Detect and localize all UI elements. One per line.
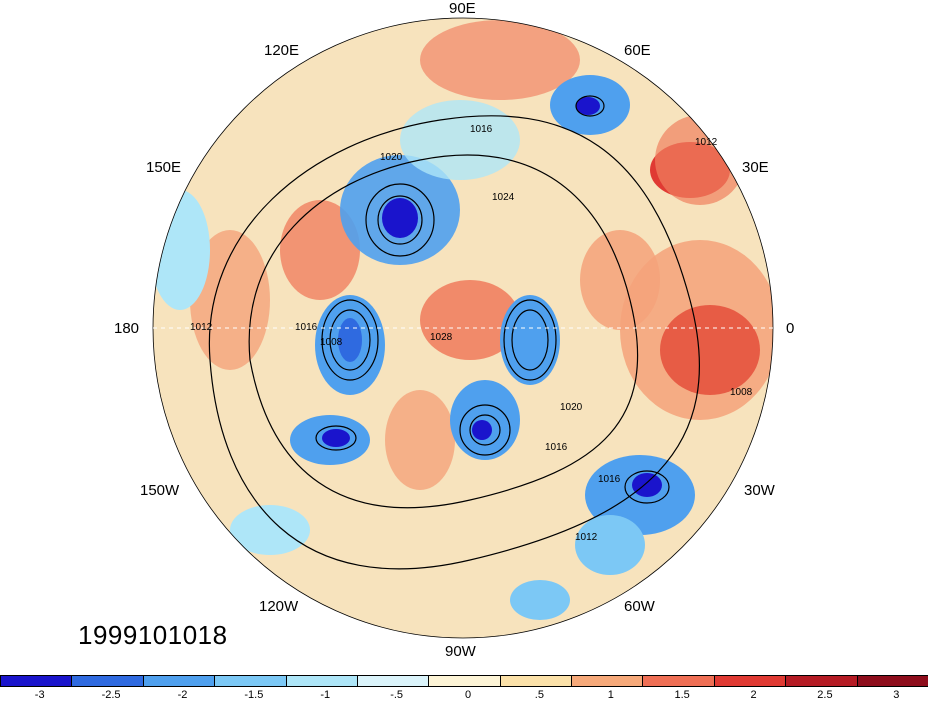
colorbar-swatch bbox=[71, 675, 144, 687]
isobar-label: 1016 bbox=[470, 124, 493, 135]
colorbar-tick-label: -1 bbox=[320, 689, 331, 701]
colorbar-swatch bbox=[142, 675, 216, 687]
colorbar-swatch bbox=[642, 675, 715, 687]
lon-label-90e: 90E bbox=[449, 0, 476, 17]
lon-label-150e: 150E bbox=[146, 159, 182, 176]
colorbar: -3 -2.5 -2 -1.5 -1 -.5 0 .5 1 1.5 2 2.5 3 bbox=[0, 675, 928, 702]
anomaly-field bbox=[153, 20, 773, 620]
lon-label-0: 0 bbox=[786, 320, 795, 337]
isobar-label: 1008 bbox=[730, 387, 753, 398]
isobar-contours bbox=[208, 95, 700, 570]
colorbar-tick-label: -2.5 bbox=[101, 689, 121, 701]
isobar-label: 1008 bbox=[320, 337, 343, 348]
colorbar-tick-label: 2 bbox=[750, 689, 757, 701]
colorbar-tick-label: 0 bbox=[464, 689, 472, 701]
colorbar-swatch bbox=[713, 675, 787, 687]
lon-label-120e: 120E bbox=[264, 42, 300, 59]
colorbar-tick-label: -3 bbox=[34, 689, 45, 701]
isobar-label: 1016 bbox=[295, 322, 318, 333]
isobar-label: 1016 bbox=[545, 442, 568, 453]
isobar-label: 1016 bbox=[598, 474, 621, 485]
colorbar-tick-label: 3 bbox=[893, 689, 900, 701]
colorbar-swatch bbox=[499, 675, 573, 687]
colorbar-swatch bbox=[856, 675, 928, 687]
colorbar-swatch bbox=[356, 675, 430, 687]
colorbar-tick-label: .5 bbox=[534, 689, 544, 701]
isobar-labels: 1016 1020 1024 1012 1008 1028 1016 1020 … bbox=[190, 124, 753, 543]
lon-label-120w: 120W bbox=[259, 598, 299, 615]
isobar-label: 1024 bbox=[492, 192, 515, 203]
lon-label-60e: 60E bbox=[624, 42, 651, 59]
isobar-label: 1020 bbox=[560, 402, 583, 413]
colorbar-swatch bbox=[0, 675, 73, 687]
colorbar-tick-label: -1.5 bbox=[244, 689, 264, 701]
lon-label-60w: 60W bbox=[624, 598, 655, 615]
colorbar-tick-label: -2 bbox=[177, 689, 188, 701]
polar-stereographic-map: 1016 1020 1024 1012 1008 1028 1016 1020 … bbox=[152, 17, 774, 639]
lon-label-30w: 30W bbox=[744, 482, 775, 499]
colorbar-tick-label: 1 bbox=[607, 689, 614, 701]
timestamp-label: 1999101018 bbox=[78, 620, 228, 650]
colorbar-swatch bbox=[571, 675, 644, 687]
colorbar-swatch bbox=[214, 675, 287, 687]
colorbar-tick-label: 1.5 bbox=[674, 689, 690, 701]
colorbar-swatch bbox=[285, 675, 358, 687]
isobar-label: 1012 bbox=[695, 137, 718, 148]
isobar-label: 1028 bbox=[430, 332, 453, 343]
lon-label-90w: 90W bbox=[445, 643, 476, 660]
lon-label-150w: 150W bbox=[140, 482, 180, 499]
isobar-label: 1020 bbox=[380, 152, 403, 163]
isobar-label: 1012 bbox=[190, 322, 213, 333]
colorbar-swatch bbox=[785, 675, 858, 687]
colorbar-tick-label: -.5 bbox=[390, 689, 404, 701]
lon-label-180: 180 bbox=[114, 320, 140, 337]
lon-label-30e: 30E bbox=[742, 159, 769, 176]
colorbar-tick-label: 2.5 bbox=[817, 689, 833, 701]
colorbar-swatch bbox=[428, 675, 501, 687]
isobar-label: 1012 bbox=[575, 532, 598, 543]
